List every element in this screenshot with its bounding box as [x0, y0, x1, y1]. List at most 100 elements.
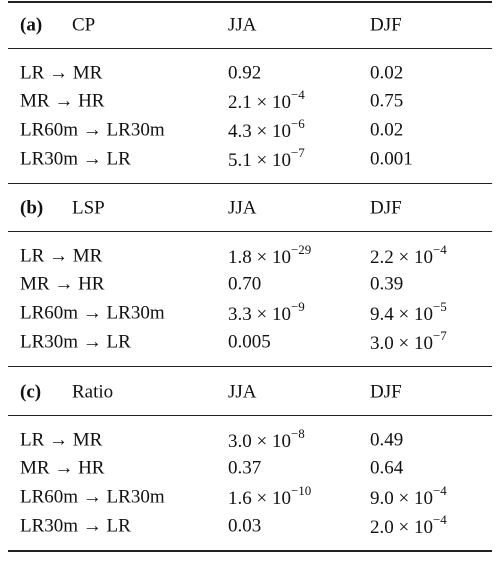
column-header-text: JJA [228, 197, 257, 219]
mantissa: 5.1 × 10 [228, 150, 291, 172]
cell: 2.0 × 10−4 [370, 511, 447, 539]
cell: 2.2 × 10−4 [370, 241, 447, 269]
exponent: −10 [290, 482, 312, 498]
rule [8, 415, 492, 416]
cell: 1.8 × 10−29 [228, 241, 312, 269]
row-label-text: LR60m → LR30m [20, 302, 165, 324]
row-label-text: LR60m → LR30m [20, 486, 165, 508]
row-label: LR → MR [20, 64, 102, 83]
cell: 3.0 × 10−7 [370, 327, 447, 353]
section-name-text: CP [72, 14, 96, 36]
row-label: LR → MR [20, 431, 102, 450]
row-label: LR30m → LR [20, 333, 131, 352]
cell: 0.64 [370, 459, 403, 478]
cell: 4.3 × 10−6 [228, 115, 305, 143]
mantissa: 2.2 × 10 [370, 247, 433, 269]
cell: 0.92 [228, 64, 261, 83]
exponent: −4 [432, 511, 447, 527]
column-header: JJA [228, 383, 257, 402]
cell: 5.1 × 10−7 [228, 144, 305, 172]
section-label: (a) [20, 16, 42, 35]
rule [8, 366, 492, 367]
column-header-text: DJF [370, 197, 402, 219]
cell: 0.37 [228, 459, 261, 478]
section-name-text: LSP [72, 197, 105, 219]
column-header: JJA [228, 16, 257, 35]
mantissa: 9.0 × 10 [370, 488, 433, 510]
cell: 3.0 × 10−8 [228, 425, 305, 453]
cell: 0.001 [370, 150, 413, 169]
exponent: −8 [290, 425, 305, 441]
row-label: MR → HR [20, 275, 104, 294]
cell: 0.02 [370, 64, 403, 83]
section-label-text: (c) [20, 381, 42, 403]
column-header-text: DJF [370, 14, 402, 36]
mantissa: 3.3 × 10 [228, 304, 291, 326]
cell-text: 0.92 [228, 62, 262, 84]
column-header-text: DJF [370, 381, 402, 403]
row-label-text: LR → MR [20, 62, 103, 84]
exponent: −4 [432, 482, 447, 498]
rule [8, 48, 492, 49]
cell-text: 0.001 [370, 148, 413, 170]
exponent: −5 [432, 298, 447, 314]
cell-text: 0.39 [370, 273, 404, 295]
cell: 0.005 [228, 333, 271, 352]
cell: 0.70 [228, 275, 261, 294]
row-label: LR30m → LR [20, 517, 131, 536]
cell: 0.75 [370, 92, 403, 111]
row-label-text: LR30m → LR [20, 331, 131, 353]
row-label: LR60m → LR30m [20, 304, 165, 323]
rule [8, 231, 492, 232]
rule [8, 183, 492, 184]
cell-text: 0.02 [370, 62, 404, 84]
section-label-text: (a) [20, 14, 43, 36]
mantissa: 2.0 × 10 [370, 517, 433, 539]
section-label: (b) [20, 199, 43, 218]
cell-text: 0.02 [370, 119, 404, 141]
cell-text: 0.005 [228, 331, 271, 353]
exponent: −29 [290, 241, 312, 257]
cell-text: 0.64 [370, 457, 404, 479]
row-label: MR → HR [20, 92, 104, 111]
cell-text: 0.37 [228, 457, 262, 479]
row-label-text: LR → MR [20, 245, 103, 267]
row-label: LR → MR [20, 247, 102, 266]
cell: 2.1 × 10−4 [228, 86, 305, 114]
section-label-text: (b) [20, 197, 44, 219]
exponent: −6 [290, 115, 305, 131]
rule [8, 550, 492, 552]
mantissa: 1.8 × 10 [228, 247, 291, 269]
cell: 9.0 × 10−4 [370, 482, 447, 510]
column-header: DJF [370, 16, 402, 35]
row-label-text: LR → MR [20, 429, 103, 451]
row-label-text: MR → HR [20, 273, 105, 295]
mantissa: 3.0 × 10 [228, 431, 291, 453]
cell: 0.02 [370, 121, 403, 140]
cell: 1.6 × 10−10 [228, 482, 312, 510]
row-label-text: LR30m → LR [20, 148, 131, 170]
mantissa: 4.3 × 10 [228, 121, 291, 143]
section-name: CP [72, 16, 95, 35]
row-label-text: MR → HR [20, 90, 105, 112]
row-label: LR60m → LR30m [20, 121, 165, 140]
cell-text: 0.75 [370, 90, 404, 112]
section-name: Ratio [72, 383, 113, 402]
row-label-text: LR60m → LR30m [20, 119, 165, 141]
exponent: −7 [432, 327, 447, 343]
column-header-text: JJA [228, 381, 257, 403]
mantissa: 2.1 × 10 [228, 92, 291, 114]
row-label: LR60m → LR30m [20, 488, 165, 507]
exponent: −4 [290, 86, 305, 102]
cell: 9.4 × 10−5 [370, 298, 447, 324]
exponent: −7 [290, 144, 305, 160]
mantissa: 1.6 × 10 [228, 488, 291, 510]
row-label: MR → HR [20, 459, 104, 478]
cell: 0.03 [228, 517, 261, 536]
section-name: LSP [72, 199, 105, 218]
cell: 0.39 [370, 275, 403, 294]
column-header: DJF [370, 383, 402, 402]
exponent: −4 [432, 241, 447, 257]
column-header: JJA [228, 199, 257, 218]
